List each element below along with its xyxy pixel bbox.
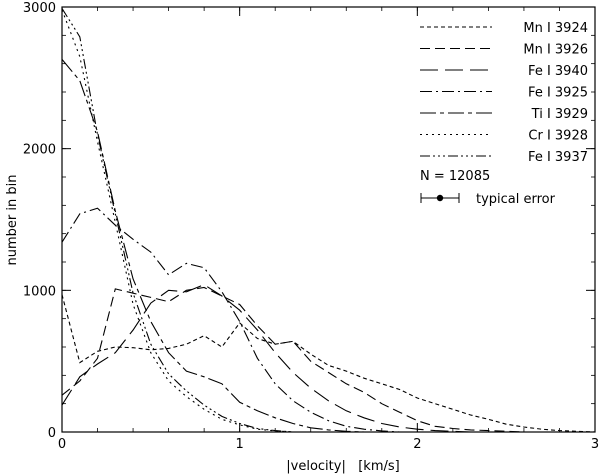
legend-label-fe-i-3937: Fe I 3937 — [528, 150, 588, 165]
series-line-mn-i-3926 — [61, 286, 595, 433]
legend-label-ti-i-3929: Ti I 3929 — [531, 107, 588, 122]
plot-frame — [61, 6, 596, 433]
y-tick-label: 0 — [48, 426, 56, 441]
series-layer — [61, 8, 596, 433]
y-tick-label: 3000 — [23, 1, 56, 16]
typical-error-marker — [436, 194, 444, 202]
series-line-cr-i-3928 — [61, 9, 595, 433]
legend-label-fe-i-3940: Fe I 3940 — [528, 64, 588, 79]
y-tick-label: 2000 — [23, 143, 56, 158]
legend-label-fe-i-3925: Fe I 3925 — [528, 86, 588, 101]
y-axis-title: number in bin — [5, 175, 20, 266]
x-tick-label: 2 — [413, 437, 421, 452]
series-line-ti-i-3929 — [61, 59, 595, 433]
axis-ticks — [61, 6, 596, 433]
legend-label-mn-i-3924: Mn I 3924 — [523, 21, 588, 36]
x-tick-label: 1 — [236, 437, 244, 452]
x-tick-labels: 0 1 2 3 — [58, 437, 599, 452]
typical-error-bar — [420, 193, 460, 203]
x-tick-label: 0 — [58, 437, 66, 452]
series-line-fe-i-3925 — [61, 207, 595, 433]
y-tick-labels: 0 1000 2000 3000 — [23, 1, 56, 441]
sample-count-annotation: N = 12085 — [420, 169, 490, 184]
series-line-fe-i-3940 — [61, 284, 595, 433]
legend-label-cr-i-3928: Cr I 3928 — [528, 129, 588, 144]
y-tick-label: 1000 — [23, 284, 56, 299]
x-tick-label: 3 — [591, 437, 599, 452]
series-line-fe-i-3937 — [61, 8, 595, 433]
legend-label-mn-i-3926: Mn I 3926 — [523, 43, 588, 58]
x-axis-title: |velocity| [km/s] — [286, 459, 399, 474]
typical-error-label: typical error — [476, 192, 556, 207]
series-line-mn-i-3924 — [61, 294, 596, 433]
legend: Mn I 3924 Mn I 3926 Fe I 3940 Fe I 3925 Ti I… — [420, 21, 588, 165]
